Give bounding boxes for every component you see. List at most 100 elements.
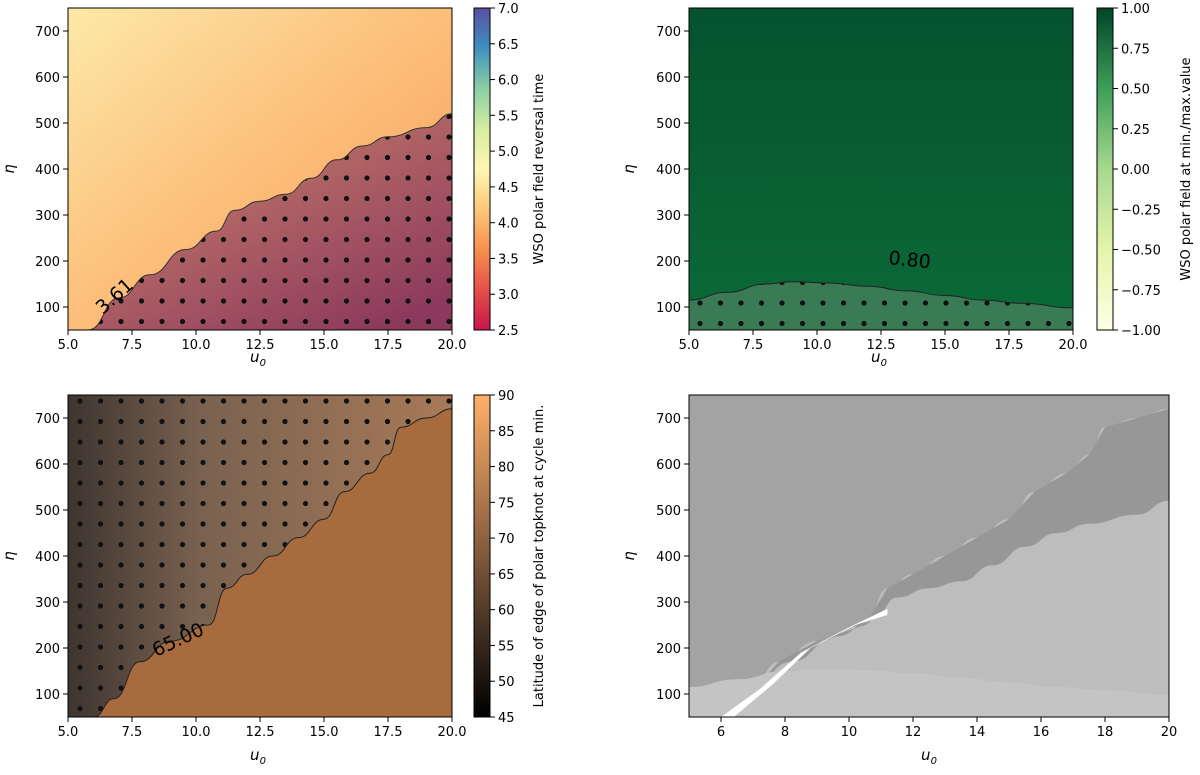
colorbar-tick-label: 55 <box>498 639 515 654</box>
y-tick-label: 100 <box>35 688 60 703</box>
colorbar-tick-label: −0.50 <box>1121 244 1161 259</box>
y-axis-label: η <box>0 164 18 174</box>
y-tick-label: 500 <box>656 117 681 132</box>
x-tick-label: 5.0 <box>58 338 79 353</box>
y-tick-label: 300 <box>656 596 681 611</box>
y-tick-label: 500 <box>656 504 681 519</box>
colorbar-tick-label: 5.0 <box>498 145 519 160</box>
x-axis-label: u0 <box>250 746 266 767</box>
colorbar-tick-label: 4.0 <box>498 217 519 232</box>
colorbar-label: WSO polar field at min./max.value <box>1179 57 1194 280</box>
x-tick-label: 17.5 <box>374 725 403 740</box>
colorbar-tick-label: −0.25 <box>1121 203 1161 218</box>
y-tick-label: 400 <box>35 163 60 178</box>
colorbar-tick-label: 70 <box>498 532 515 547</box>
x-tick-label: 17.5 <box>995 338 1024 353</box>
panel-a: 3.61 5.0 7.5 10.0 12.5 15.0 17.5 20.0100200300… <box>0 2 547 369</box>
colorbar-tick-label: 0.75 <box>1121 42 1150 57</box>
colorbar-tick-label: 0.00 <box>1121 163 1150 178</box>
x-tick-label: 17.5 <box>374 338 403 353</box>
colorbar-tick-label: 60 <box>498 604 515 619</box>
colorbar-tick-label: 6.5 <box>498 38 519 53</box>
stipple-dots <box>88 113 452 330</box>
x-tick-label: 20.0 <box>438 338 467 353</box>
x-axis-label: u0 <box>921 746 937 767</box>
y-tick-label: 300 <box>35 209 60 224</box>
x-tick-label: 10 <box>841 725 858 740</box>
x-axis-label: u0 <box>871 348 887 369</box>
y-tick-label: 700 <box>35 412 60 427</box>
y-tick-label: 700 <box>656 25 681 40</box>
colorbar-tick-label: 2.5 <box>498 324 519 339</box>
x-tick-label: 15.0 <box>931 338 960 353</box>
contour-label: 0.80 <box>887 247 931 273</box>
x-tick-label: 5.0 <box>679 338 700 353</box>
x-tick-label: 8 <box>781 725 789 740</box>
colorbar-ticks: 2.5 3.0 3.5 4.0 4.5 5.0 5.5 6.0 6.5 7.0 <box>490 2 519 339</box>
x-tick-label: 20.0 <box>1059 338 1088 353</box>
x-tick-label: 10.0 <box>803 338 832 353</box>
colorbar <box>473 7 491 331</box>
y-tick-label: 200 <box>656 255 681 270</box>
panel-d: 6 8 10 12 14 16 18 20 100 200 300 400 500 600 700 u0 η <box>620 394 1177 767</box>
x-tick-label: 12 <box>905 725 922 740</box>
contour-line <box>88 113 452 330</box>
x-tick-label: 15.0 <box>310 338 339 353</box>
colorbar-label: WSO polar field reversal time <box>532 74 547 265</box>
colorbar-tick-label: 85 <box>498 425 515 440</box>
x-tick-label: 20 <box>1161 725 1178 740</box>
x-tick-label: 10.0 <box>182 725 211 740</box>
x-tick-label: 14 <box>969 725 986 740</box>
axes: 5.0 7.5 10.0 12.5 15.0 17.5 20.0 100 200 300 400 50… <box>656 25 1087 353</box>
colorbar-ticks: −1.00 −0.75 −0.50 −0.25 0.00 0.25 0.50 0.75 1.00 <box>1113 2 1161 339</box>
axes: 6 8 10 12 14 16 18 20 100 200 300 400 500 600 700 <box>656 412 1177 740</box>
x-tick-label: 12.5 <box>867 338 896 353</box>
y-tick-label: 700 <box>35 25 60 40</box>
axes: 5.0 7.5 10.0 12.5 15.0 17.5 20.0 100 200 300 400 50… <box>35 25 466 353</box>
y-tick-label: 600 <box>35 458 60 473</box>
region-c-overlap <box>689 395 1169 717</box>
colorbar-tick-label: 4.5 <box>498 181 519 196</box>
y-tick-label: 700 <box>656 412 681 427</box>
y-axis-label: η <box>620 551 638 561</box>
x-tick-label: 12.5 <box>246 725 275 740</box>
x-tick-label: 5.0 <box>58 725 79 740</box>
y-tick-label: 300 <box>35 596 60 611</box>
x-axis-label: u0 <box>250 348 266 369</box>
x-tick-label: 7.5 <box>122 338 143 353</box>
region-b-overlap <box>689 668 1169 717</box>
y-tick-label: 200 <box>35 255 60 270</box>
colorbar-tick-label: 1.00 <box>1121 2 1150 17</box>
y-tick-label: 500 <box>35 117 60 132</box>
y-axis-label: η <box>620 164 638 174</box>
y-tick-label: 300 <box>656 209 681 224</box>
y-tick-label: 200 <box>656 642 681 657</box>
axes: 5.0 7.5 10.0 12.5 15.0 17.5 20.0 100 200 300 400 50… <box>35 412 466 740</box>
y-tick-label: 500 <box>35 504 60 519</box>
y-tick-label: 600 <box>35 71 60 86</box>
x-tick-label: 6 <box>717 725 725 740</box>
stipple-dots <box>689 281 1073 330</box>
y-tick-label: 100 <box>656 301 681 316</box>
colorbar-tick-label: 0.50 <box>1121 83 1150 98</box>
colorbar-tick-label: 80 <box>498 461 515 476</box>
region-a-overlap <box>714 408 1169 717</box>
y-tick-label: 400 <box>35 550 60 565</box>
x-tick-label: 20.0 <box>438 725 467 740</box>
y-tick-label: 400 <box>656 163 681 178</box>
colorbar-tick-label: 7.0 <box>498 2 519 17</box>
x-tick-label: 15.0 <box>310 725 339 740</box>
y-tick-label: 400 <box>656 550 681 565</box>
x-tick-label: 16 <box>1033 725 1050 740</box>
region-gap-stripe <box>721 608 888 717</box>
stipple-dots <box>68 395 452 717</box>
colorbar <box>1096 7 1114 331</box>
colorbar-tick-label: 65 <box>498 568 515 583</box>
y-tick-label: 200 <box>35 642 60 657</box>
y-tick-label: 100 <box>35 301 60 316</box>
contour-line <box>689 281 1073 309</box>
y-tick-label: 600 <box>656 71 681 86</box>
colorbar <box>473 394 491 718</box>
x-tick-label: 10.0 <box>182 338 211 353</box>
